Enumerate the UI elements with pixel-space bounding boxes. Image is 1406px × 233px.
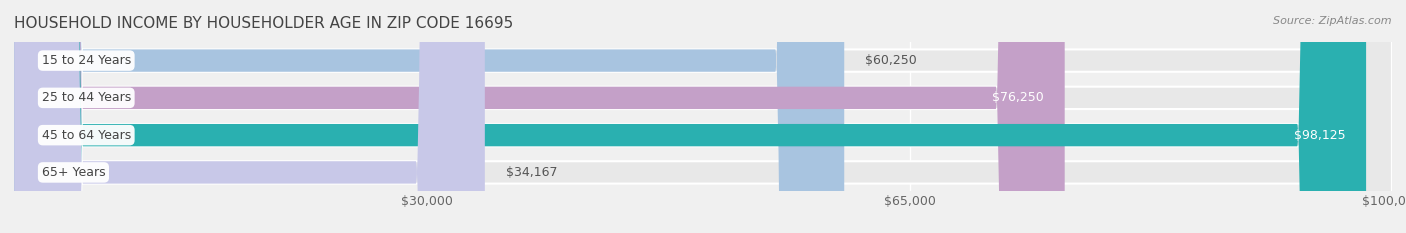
Text: 25 to 44 Years: 25 to 44 Years: [42, 91, 131, 104]
Text: $60,250: $60,250: [865, 54, 917, 67]
FancyBboxPatch shape: [14, 0, 1392, 233]
FancyBboxPatch shape: [14, 0, 1064, 233]
FancyBboxPatch shape: [14, 0, 1367, 233]
FancyBboxPatch shape: [14, 0, 1392, 233]
Text: 65+ Years: 65+ Years: [42, 166, 105, 179]
Text: 15 to 24 Years: 15 to 24 Years: [42, 54, 131, 67]
Text: $76,250: $76,250: [993, 91, 1045, 104]
FancyBboxPatch shape: [14, 0, 485, 233]
Text: $98,125: $98,125: [1294, 129, 1346, 142]
Text: Source: ZipAtlas.com: Source: ZipAtlas.com: [1274, 16, 1392, 26]
Text: HOUSEHOLD INCOME BY HOUSEHOLDER AGE IN ZIP CODE 16695: HOUSEHOLD INCOME BY HOUSEHOLDER AGE IN Z…: [14, 16, 513, 31]
Text: 45 to 64 Years: 45 to 64 Years: [42, 129, 131, 142]
Text: $34,167: $34,167: [506, 166, 557, 179]
FancyBboxPatch shape: [14, 0, 844, 233]
FancyBboxPatch shape: [14, 0, 1392, 233]
FancyBboxPatch shape: [14, 0, 1392, 233]
